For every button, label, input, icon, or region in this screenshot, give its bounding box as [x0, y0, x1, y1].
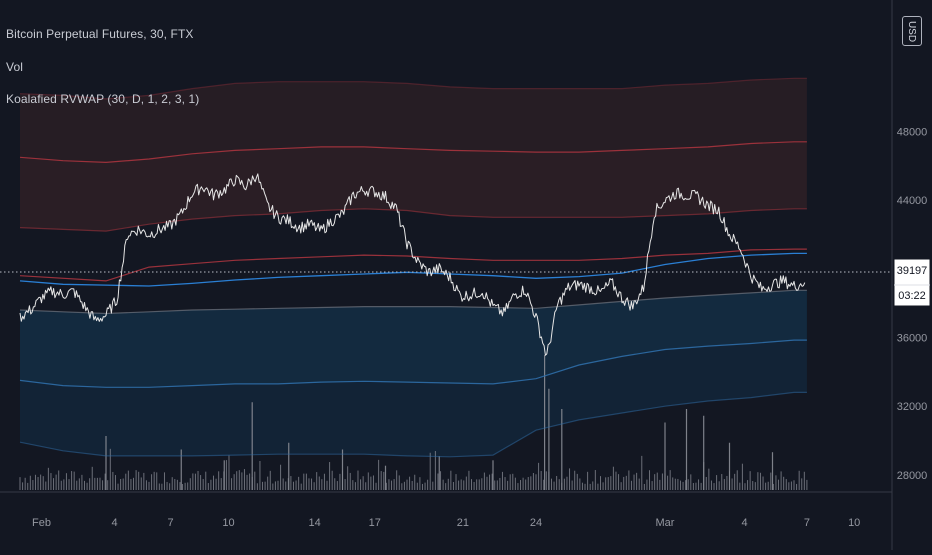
lower-inner-fill — [20, 290, 807, 388]
lower-outer-fill — [20, 340, 807, 457]
lower-band-0-line — [19, 208, 807, 232]
upper-band-3-line — [19, 77, 807, 100]
price-line — [19, 173, 806, 356]
bar-countdown: 03:22 — [898, 290, 926, 302]
price-tick-label: 28000 — [897, 470, 928, 482]
time-tick-label: 24 — [530, 517, 542, 529]
price-axis[interactable]: 480004400040000360003200028000 — [897, 127, 928, 482]
last-price-label: 39197 03:22 — [893, 258, 931, 307]
time-tick-label: 7 — [167, 517, 173, 529]
last-price-box — [893, 258, 931, 307]
symbol-title[interactable]: Bitcoin Perpetual Futures, 30, FTX — [6, 27, 194, 41]
price-tick-label: 48000 — [897, 127, 928, 139]
upper-inner-fill — [20, 141, 807, 232]
band-fills — [20, 78, 807, 457]
price-tick-label: 32000 — [897, 401, 928, 413]
upper-band-1-line — [19, 248, 807, 282]
volume-bars — [19, 355, 808, 490]
time-tick-label: 10 — [848, 517, 860, 529]
lower-band-1-line — [19, 289, 807, 315]
price-tick-label: 44000 — [897, 195, 928, 207]
upper-outer-fill — [20, 78, 807, 163]
time-tick-label: 4 — [742, 517, 748, 529]
rvwap-bands — [19, 77, 807, 458]
currency-button[interactable]: USD — [902, 16, 922, 46]
time-tick-label: 14 — [308, 517, 320, 529]
currency-label: USD — [906, 20, 918, 42]
time-tick-label: 10 — [222, 517, 234, 529]
upper-band-2-line — [19, 141, 807, 164]
price-tick-label: 36000 — [897, 333, 928, 345]
time-tick-label: Mar — [656, 517, 675, 529]
volume-legend[interactable]: Vol — [6, 60, 23, 74]
time-tick-label: Feb — [32, 517, 51, 529]
time-tick-label: 21 — [457, 517, 469, 529]
vwap-line — [19, 252, 807, 287]
lower-band-2-line — [19, 339, 807, 388]
time-tick-label: 7 — [804, 517, 810, 529]
last-price-value: 39197 — [897, 265, 928, 277]
indicator-legend[interactable]: Koalafied RVWAP (30, D, 1, 2, 3, 1) — [6, 92, 200, 106]
time-tick-label: 4 — [112, 517, 118, 529]
lower-band-3-line — [19, 391, 807, 458]
time-tick-label: 17 — [369, 517, 381, 529]
time-axis[interactable]: Feb 4 7 10 14 17 21 24 Mar 4 7 10 — [32, 517, 860, 529]
price-series — [19, 173, 806, 356]
